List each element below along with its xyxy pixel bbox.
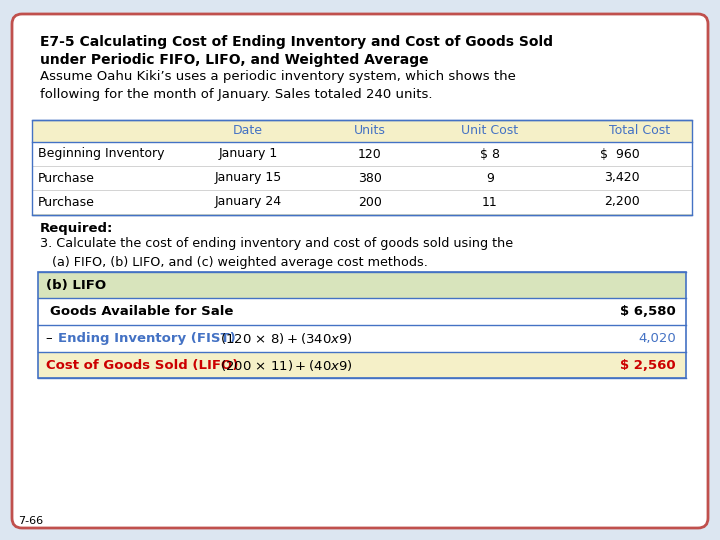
Bar bbox=[38, 325, 686, 352]
Text: Beginning Inventory: Beginning Inventory bbox=[38, 147, 164, 160]
Text: Ending Inventory (FIST): Ending Inventory (FIST) bbox=[58, 332, 235, 345]
Text: (200 × $11) + (40 x $9): (200 × $11) + (40 x $9) bbox=[216, 358, 353, 373]
Text: Required:: Required: bbox=[40, 222, 113, 235]
Text: E7-5 Calculating Cost of Ending Inventory and Cost of Goods Sold
under Periodic : E7-5 Calculating Cost of Ending Inventor… bbox=[40, 35, 553, 68]
Text: Cost of Goods Sold (LIFO): Cost of Goods Sold (LIFO) bbox=[46, 359, 238, 372]
Bar bbox=[32, 120, 692, 215]
Text: 200: 200 bbox=[358, 195, 382, 208]
Text: Purchase: Purchase bbox=[38, 172, 95, 185]
Text: $ 2,560: $ 2,560 bbox=[621, 359, 676, 372]
Text: Unit Cost: Unit Cost bbox=[462, 125, 518, 138]
Text: 120: 120 bbox=[358, 147, 382, 160]
Bar bbox=[38, 352, 686, 379]
Bar bbox=[32, 142, 692, 166]
Text: $ 6,580: $ 6,580 bbox=[620, 305, 676, 318]
Text: Units: Units bbox=[354, 125, 386, 138]
Text: January 1: January 1 bbox=[218, 147, 278, 160]
Text: 2,200: 2,200 bbox=[604, 195, 640, 208]
Text: (120 × $8) + (340 x $9): (120 × $8) + (340 x $9) bbox=[216, 331, 353, 346]
Text: 3. Calculate the cost of ending inventory and cost of goods sold using the
   (a: 3. Calculate the cost of ending inventor… bbox=[40, 237, 513, 269]
Bar bbox=[38, 272, 686, 298]
Bar bbox=[32, 120, 692, 215]
Bar bbox=[38, 272, 686, 378]
Bar bbox=[38, 272, 686, 378]
Text: 380: 380 bbox=[358, 172, 382, 185]
Text: (b) LIFO: (b) LIFO bbox=[46, 279, 106, 292]
Text: 9: 9 bbox=[486, 172, 494, 185]
Text: $ 8: $ 8 bbox=[480, 147, 500, 160]
Text: –: – bbox=[46, 332, 57, 345]
Text: 7-66: 7-66 bbox=[18, 516, 43, 526]
Text: January 24: January 24 bbox=[215, 195, 282, 208]
Text: Date: Date bbox=[233, 125, 263, 138]
Text: Goods Available for Sale: Goods Available for Sale bbox=[50, 305, 233, 318]
Text: 3,420: 3,420 bbox=[604, 172, 640, 185]
Text: $  960: $ 960 bbox=[600, 147, 640, 160]
Bar bbox=[38, 298, 686, 325]
Bar bbox=[32, 166, 692, 190]
Text: 11: 11 bbox=[482, 195, 498, 208]
Bar bbox=[32, 120, 692, 142]
Text: 4,020: 4,020 bbox=[638, 332, 676, 345]
Text: Assume Oahu Kiki’s uses a periodic inventory system, which shows the
following f: Assume Oahu Kiki’s uses a periodic inven… bbox=[40, 70, 516, 101]
Text: Total Cost: Total Cost bbox=[609, 125, 670, 138]
Bar bbox=[32, 190, 692, 214]
Text: January 15: January 15 bbox=[215, 172, 282, 185]
FancyBboxPatch shape bbox=[12, 14, 708, 528]
Text: Purchase: Purchase bbox=[38, 195, 95, 208]
